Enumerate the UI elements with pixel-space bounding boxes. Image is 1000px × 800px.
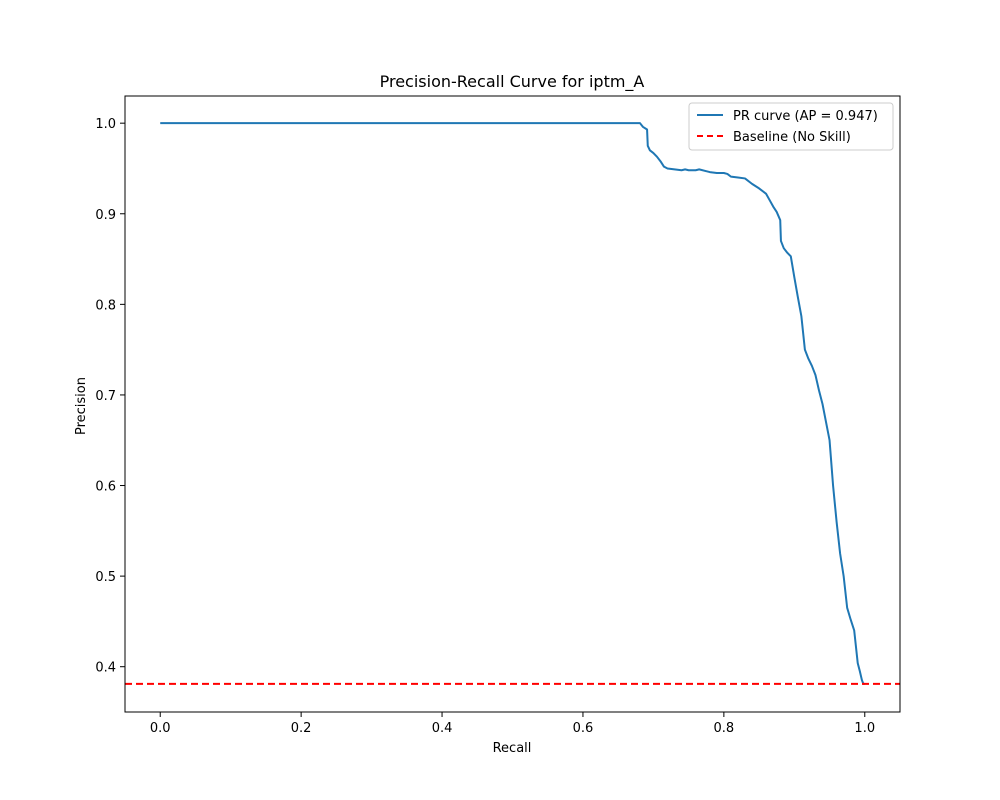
x-tick-label: 0.6: [573, 721, 594, 736]
y-tick-label: 0.8: [95, 298, 116, 313]
y-tick-label: 1.0: [95, 117, 116, 132]
x-tick-label: 0.2: [291, 721, 312, 736]
y-tick-label: 0.4: [95, 661, 116, 676]
legend-label-pr-curve: PR curve (AP = 0.947): [733, 109, 878, 124]
chart-title: Precision-Recall Curve for iptm_A: [380, 72, 645, 92]
x-tick-label: 0.4: [432, 721, 453, 736]
legend: PR curve (AP = 0.947) Baseline (No Skill…: [688, 102, 894, 151]
y-tick-label: 0.5: [95, 570, 116, 585]
y-tick-label: 0.6: [95, 480, 116, 495]
x-axis-label: Recall: [493, 741, 532, 756]
x-tick-label: 1.0: [854, 721, 875, 736]
x-tick-label: 0.8: [714, 721, 735, 736]
y-axis-ticks: 0.4 0.5 0.6 0.7 0.8 0.9 1.0: [95, 117, 125, 676]
plot-area: [125, 122, 900, 685]
axes-frame: [124, 95, 901, 713]
x-axis-ticks: 0.0 0.2 0.4 0.6 0.8 1.0: [150, 712, 875, 736]
pr-curve-line: [160, 122, 865, 685]
legend-label-baseline: Baseline (No Skill): [733, 130, 851, 145]
x-tick-label: 0.0: [150, 721, 171, 736]
y-tick-label: 0.9: [95, 208, 116, 223]
y-tick-label: 0.7: [95, 389, 116, 404]
y-axis-label: Precision: [74, 377, 89, 435]
legend-box: [688, 102, 894, 151]
